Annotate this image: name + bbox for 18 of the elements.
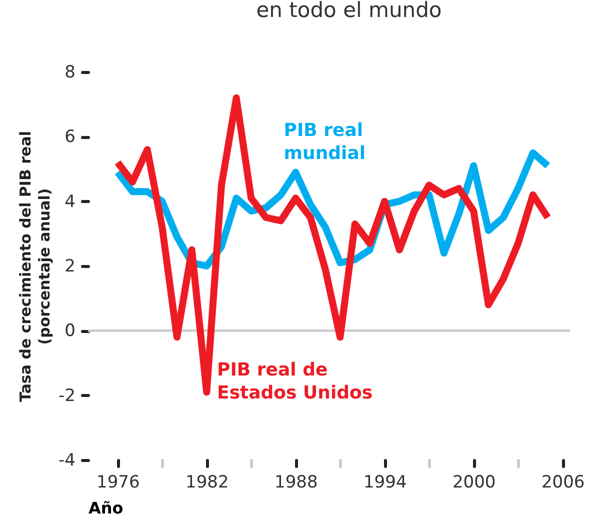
x-tick-label: 1988 <box>274 472 318 492</box>
y-tick-label: 6 <box>64 127 76 148</box>
y-tick-label: 8 <box>64 62 76 82</box>
x-tick-label: 1994 <box>363 472 407 492</box>
y-tick-label: -4 <box>58 450 76 470</box>
y-axis-title: Tasa de crecimiento del PIB real (porcentaje anual) <box>16 131 54 402</box>
x-axis-title: Año <box>88 498 124 518</box>
x-tick-label: 1976 <box>96 472 140 492</box>
y-tick-label: 4 <box>64 192 76 212</box>
series-label: PIB real de Estados Unidos <box>217 359 373 404</box>
y-tick-label: -2 <box>58 386 76 406</box>
x-tick-label: 1982 <box>186 472 229 492</box>
series-label: PIB real mundial <box>284 120 366 164</box>
y-tick-label: 2 <box>64 256 76 276</box>
x-tick-label: 2000 <box>452 472 496 492</box>
x-tick-label: 2006 <box>541 472 585 492</box>
y-tick-label: 0 <box>64 321 76 342</box>
chart-title: en todo el mundo <box>256 0 442 22</box>
